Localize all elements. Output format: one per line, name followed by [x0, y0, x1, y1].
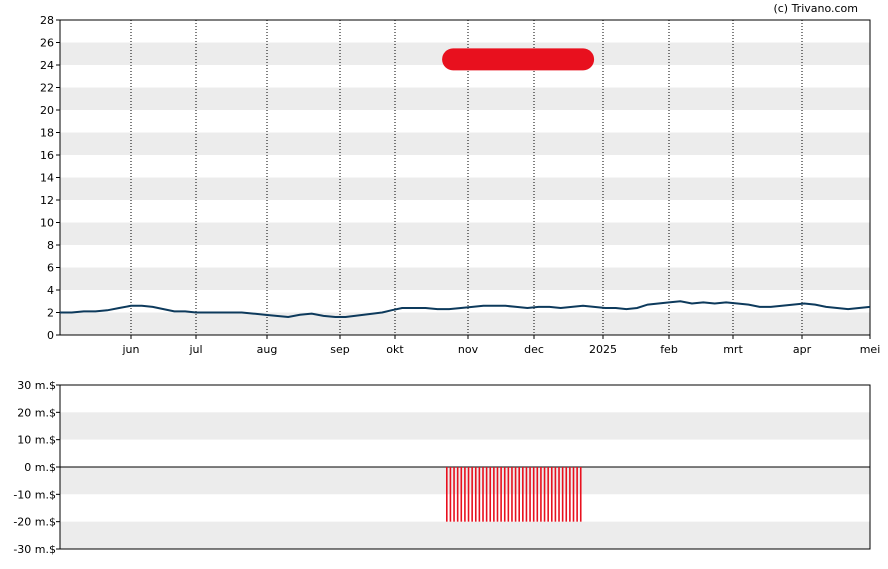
flow-bar — [572, 467, 575, 522]
flow-bar — [511, 467, 513, 522]
flow-bar — [485, 467, 488, 522]
y-tick-label: 28 — [40, 14, 54, 27]
y-tick-label: 18 — [40, 127, 54, 140]
flow-bar — [579, 467, 582, 522]
x-tick-label: aug — [257, 343, 278, 356]
grid-band — [60, 20, 870, 43]
bottom-y-tick-label: -30 m.$ — [13, 543, 56, 556]
grid-band — [60, 155, 870, 178]
x-tick-label: mei — [860, 343, 881, 356]
flow-bar — [489, 467, 492, 522]
flow-bar — [540, 467, 542, 522]
flow-bar — [525, 467, 528, 522]
flow-bar — [482, 467, 484, 522]
flow-bar — [558, 467, 560, 522]
grid-band — [60, 200, 870, 223]
flow-bar — [446, 467, 448, 522]
flow-bar — [503, 467, 506, 522]
flow-bar — [500, 467, 502, 522]
flow-bar — [561, 467, 564, 522]
flow-bar — [507, 467, 510, 522]
y-tick-label: 24 — [40, 59, 54, 72]
flow-bar — [478, 467, 481, 522]
price-line — [60, 300, 871, 319]
bottom-grid-band — [60, 521, 870, 549]
bottom-y-tick-label: 20 m.$ — [17, 406, 56, 419]
x-tick-label: jul — [188, 343, 202, 356]
grid-band — [60, 177, 870, 200]
bottom-grid-band — [60, 385, 870, 413]
flow-bar — [565, 467, 568, 522]
x-tick-label: apr — [793, 343, 812, 356]
y-tick-label: 20 — [40, 104, 54, 117]
y-tick-label: 26 — [40, 37, 54, 50]
x-tick-label: dec — [524, 343, 544, 356]
grid-band — [60, 312, 870, 335]
y-tick-label: 8 — [47, 239, 54, 252]
y-tick-label: 2 — [47, 307, 54, 320]
flow-bar — [554, 467, 557, 522]
x-tick-label: nov — [458, 343, 479, 356]
bottom-y-tick-label: -20 m.$ — [13, 516, 56, 529]
flow-bar — [456, 467, 459, 522]
flow-bar — [453, 467, 455, 522]
flow-bar — [460, 467, 463, 522]
x-tick-label: feb — [660, 343, 678, 356]
grid-band — [60, 245, 870, 268]
y-tick-label: 22 — [40, 82, 54, 95]
x-tick-label: mrt — [723, 343, 743, 356]
y-tick-label: 6 — [47, 262, 54, 275]
y-tick-label: 0 — [47, 329, 54, 342]
flow-bar — [576, 467, 578, 522]
flow-bar — [543, 467, 546, 522]
grid-band — [60, 87, 870, 110]
y-tick-label: 10 — [40, 217, 54, 230]
grid-band — [60, 65, 870, 88]
grid-band — [60, 222, 870, 245]
grid-band — [60, 110, 870, 133]
highlight-band — [442, 48, 595, 71]
grid-band — [60, 132, 870, 155]
flow-bar — [474, 467, 477, 522]
x-tick-label: jun — [122, 343, 140, 356]
flow-bar — [496, 467, 499, 522]
flow-bar — [518, 467, 521, 522]
x-tick-label: okt — [386, 343, 404, 356]
flow-bar — [529, 467, 531, 522]
y-tick-label: 4 — [47, 284, 54, 297]
flow-bar — [449, 467, 452, 522]
bottom-y-tick-label: 0 m.$ — [24, 461, 56, 474]
flow-bar — [514, 467, 517, 522]
flow-bar — [464, 467, 466, 522]
x-tick-label: sep — [330, 343, 349, 356]
flow-bar — [522, 467, 524, 522]
bottom-y-tick-label: 10 m.$ — [17, 434, 56, 447]
flow-bar — [550, 467, 553, 522]
flow-bar — [471, 467, 473, 522]
flow-bar — [536, 467, 539, 522]
flow-bar — [467, 467, 470, 522]
x-tick-label: 2025 — [589, 343, 617, 356]
bottom-grid-band — [60, 439, 870, 467]
bottom-y-tick-label: -10 m.$ — [13, 488, 56, 501]
bottom-grid-band — [60, 412, 870, 440]
bottom-y-tick-label: 30 m.$ — [17, 379, 56, 392]
credit-text: (c) Trivano.com — [773, 2, 858, 15]
flow-bar — [532, 467, 535, 522]
flow-bar — [569, 467, 571, 522]
y-tick-label: 16 — [40, 149, 54, 162]
flow-bar — [547, 467, 549, 522]
y-tick-label: 12 — [40, 194, 54, 207]
grid-band — [60, 267, 870, 290]
grid-band — [60, 290, 870, 313]
flow-bar — [493, 467, 495, 522]
y-tick-label: 14 — [40, 172, 54, 185]
